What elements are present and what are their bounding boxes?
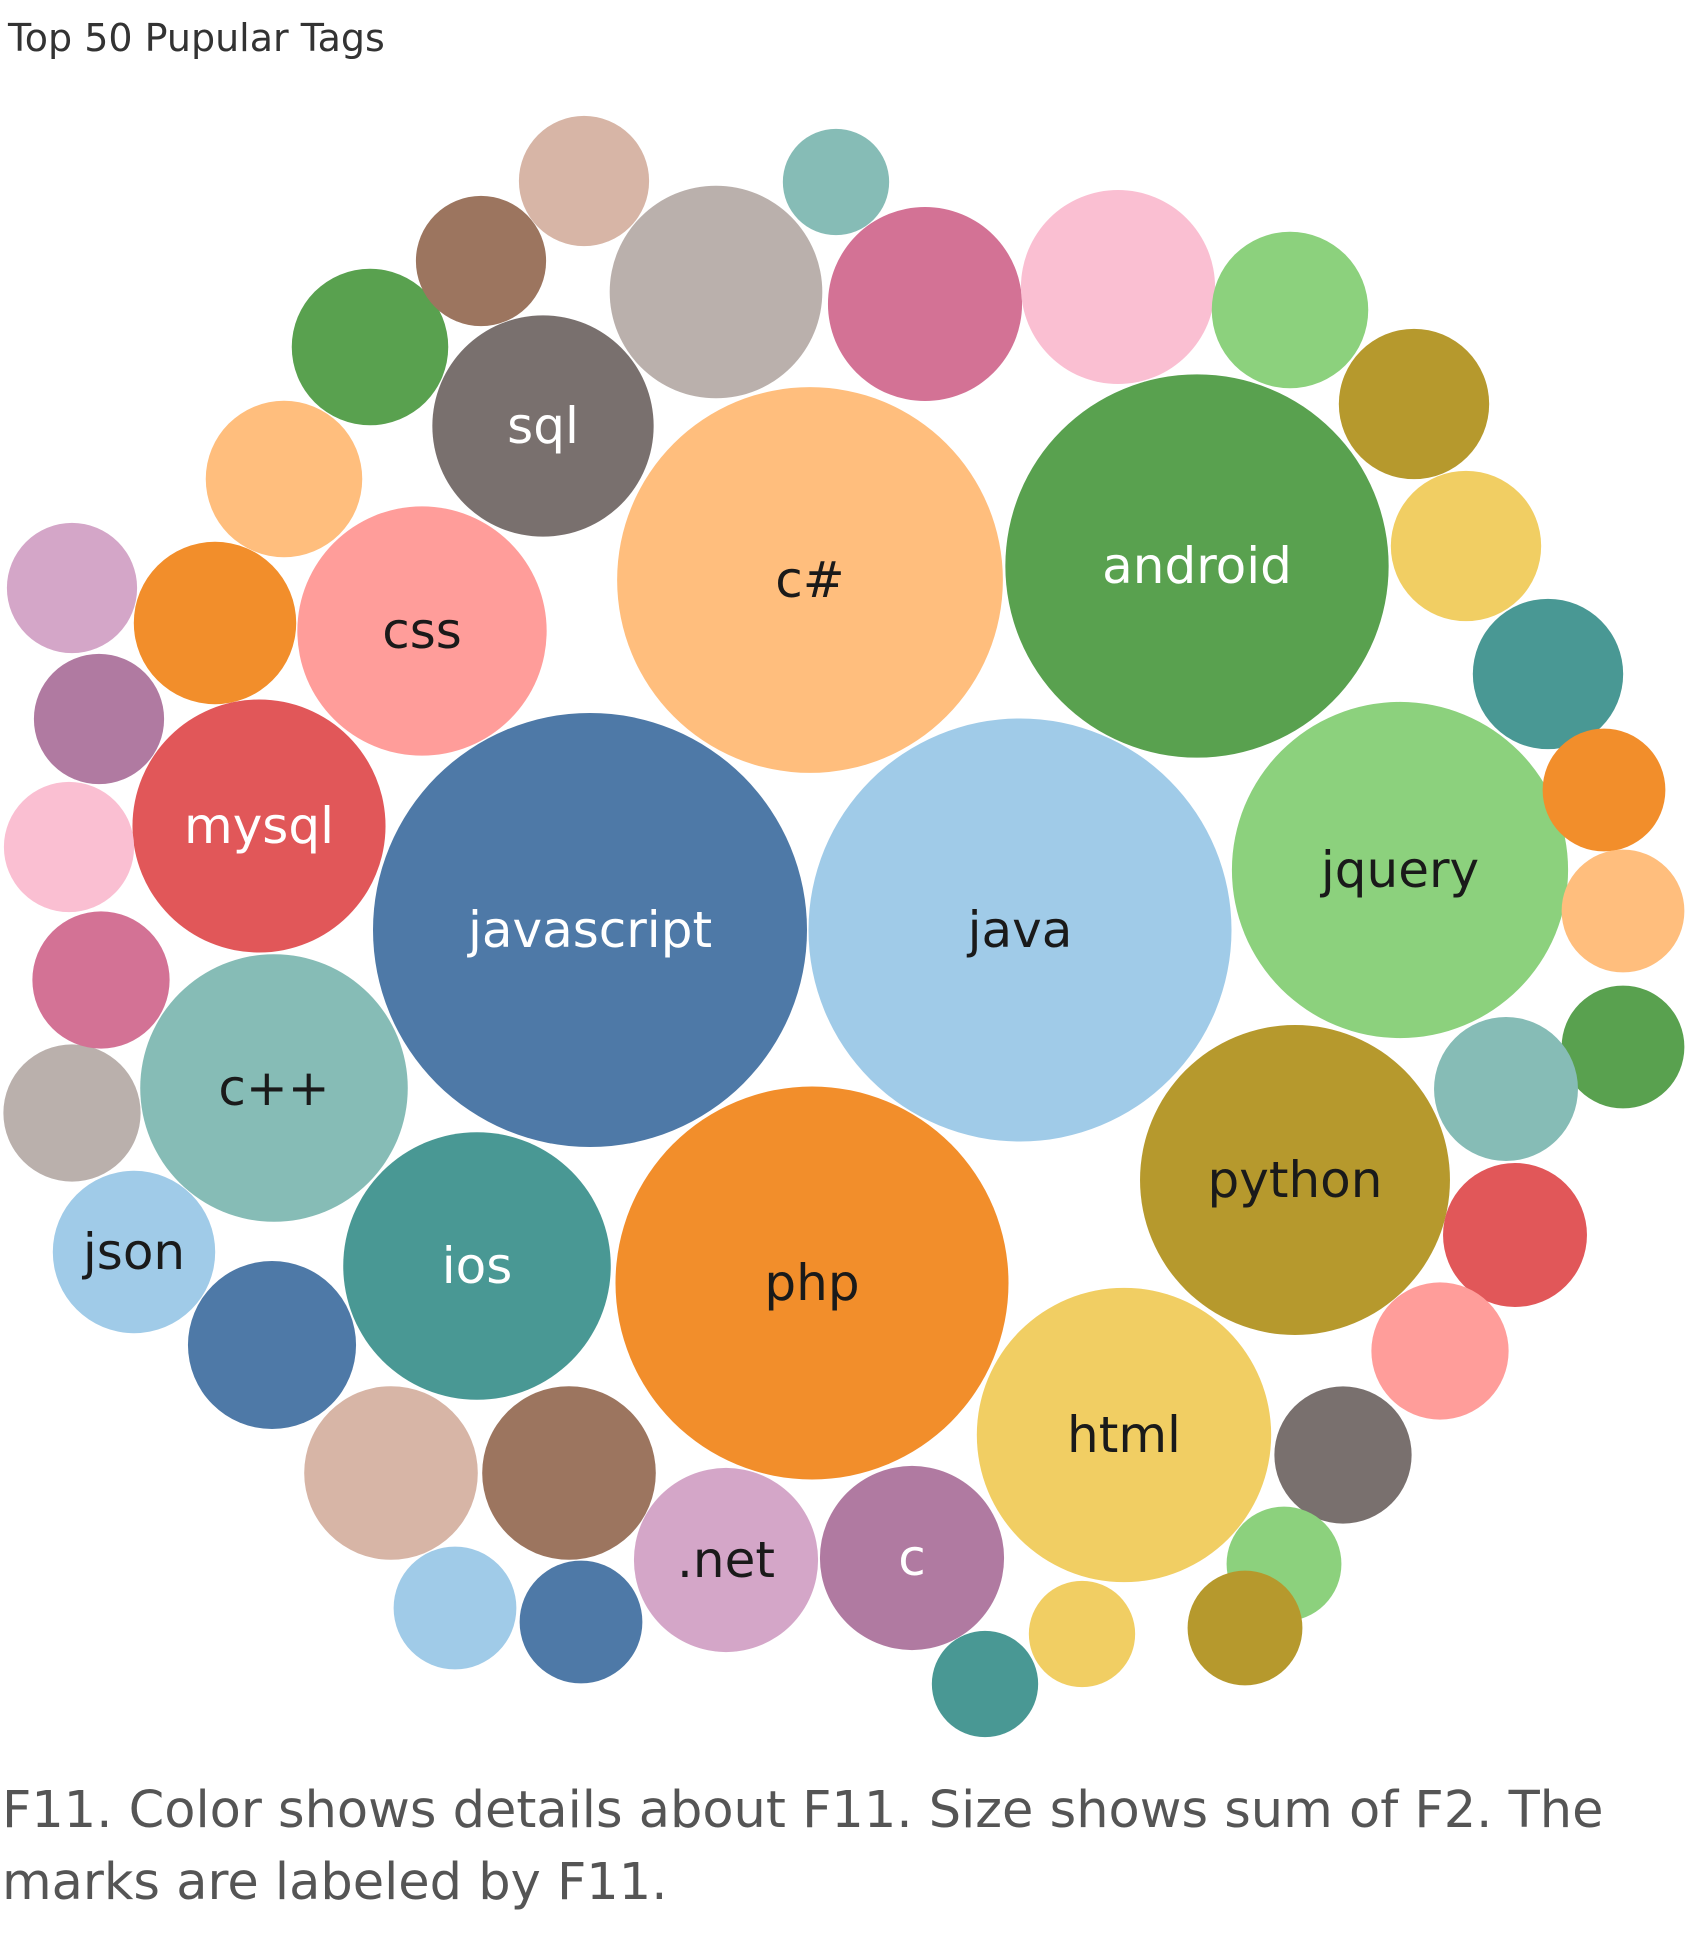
bubble-26[interactable] bbox=[1434, 1017, 1578, 1161]
bubble-html[interactable] bbox=[976, 1287, 1272, 1583]
bubble-21[interactable] bbox=[1390, 470, 1542, 622]
bubble-c[interactable] bbox=[140, 954, 408, 1222]
bubble-javascript[interactable] bbox=[373, 713, 807, 1147]
bubble-35[interactable] bbox=[304, 1386, 478, 1560]
bubble-41[interactable] bbox=[3, 781, 135, 913]
bubble-36[interactable] bbox=[519, 1560, 643, 1684]
bubble-27[interactable] bbox=[1443, 1163, 1587, 1307]
bubble-label: android bbox=[1102, 537, 1292, 595]
bubble-label: c bbox=[898, 1529, 926, 1587]
bubble-24[interactable] bbox=[1561, 849, 1685, 973]
bubble-label: jquery bbox=[1320, 841, 1479, 899]
bubble-label: .net bbox=[677, 1531, 775, 1589]
bubble-label: mysql bbox=[184, 797, 334, 855]
bubble-label: php bbox=[764, 1254, 859, 1312]
bubble-37[interactable] bbox=[393, 1546, 517, 1670]
bubble-16[interactable] bbox=[609, 185, 823, 399]
bubble-31[interactable] bbox=[1187, 1570, 1303, 1686]
bubble-mysql[interactable] bbox=[132, 699, 386, 953]
bubble-ios[interactable] bbox=[343, 1132, 611, 1400]
bubble-33[interactable] bbox=[931, 1630, 1039, 1738]
bubble-c[interactable] bbox=[617, 387, 1003, 773]
chart-caption: F11. Color shows details about F11. Size… bbox=[2, 1781, 1604, 1912]
bubble-40[interactable] bbox=[32, 911, 170, 1049]
bubble-39[interactable] bbox=[3, 1044, 141, 1182]
bubble-44[interactable] bbox=[133, 541, 297, 705]
bubble-43[interactable] bbox=[6, 522, 138, 654]
bubble-net[interactable] bbox=[633, 1467, 819, 1653]
bubble-46[interactable] bbox=[291, 268, 449, 426]
bubble-label: java bbox=[967, 901, 1073, 959]
bubble-java[interactable] bbox=[808, 718, 1232, 1142]
bubble-23[interactable] bbox=[1542, 728, 1666, 852]
bubble-42[interactable] bbox=[33, 653, 165, 785]
bubble-label: css bbox=[382, 602, 462, 660]
bubble-android[interactable] bbox=[1005, 374, 1389, 758]
bubble-20[interactable] bbox=[1338, 328, 1490, 480]
bubble-label: html bbox=[1067, 1406, 1181, 1464]
bubble-34[interactable] bbox=[482, 1386, 656, 1560]
bubble-28[interactable] bbox=[1371, 1282, 1509, 1420]
bubble-32[interactable] bbox=[1028, 1580, 1136, 1688]
bubble-label: javascript bbox=[467, 901, 712, 959]
bubble-49[interactable] bbox=[782, 128, 890, 236]
bubble-c[interactable] bbox=[819, 1465, 1005, 1651]
bubble-label: python bbox=[1208, 1151, 1383, 1209]
bubble-45[interactable] bbox=[205, 400, 363, 558]
bubble-label: c++ bbox=[218, 1059, 329, 1117]
bubble-css[interactable] bbox=[297, 506, 547, 756]
bubble-php[interactable] bbox=[615, 1086, 1009, 1480]
bubble-29[interactable] bbox=[1274, 1386, 1412, 1524]
bubble-python[interactable] bbox=[1140, 1025, 1450, 1335]
bubble-38[interactable] bbox=[187, 1260, 357, 1430]
bubble-label: ios bbox=[442, 1237, 513, 1295]
bubble-47[interactable] bbox=[415, 195, 547, 327]
bubble-jquery[interactable] bbox=[1231, 701, 1569, 1039]
bubble-25[interactable] bbox=[1561, 985, 1685, 1109]
bubble-json[interactable] bbox=[52, 1170, 216, 1334]
bubble-19[interactable] bbox=[1211, 231, 1369, 389]
bubble-chart: javascript java c# php android jquery python ht… bbox=[3, 115, 1685, 1738]
bubble-17[interactable] bbox=[827, 206, 1023, 402]
bubble-sql[interactable] bbox=[432, 315, 654, 537]
bubble-label: sql bbox=[507, 397, 579, 455]
chart-title: Top 50 Pupular Tags bbox=[8, 16, 385, 60]
bubble-label: c# bbox=[775, 551, 844, 609]
bubble-18[interactable] bbox=[1020, 189, 1216, 385]
bubble-48[interactable] bbox=[518, 115, 650, 247]
bubble-22[interactable] bbox=[1472, 598, 1624, 750]
bubble-label: json bbox=[82, 1223, 185, 1281]
